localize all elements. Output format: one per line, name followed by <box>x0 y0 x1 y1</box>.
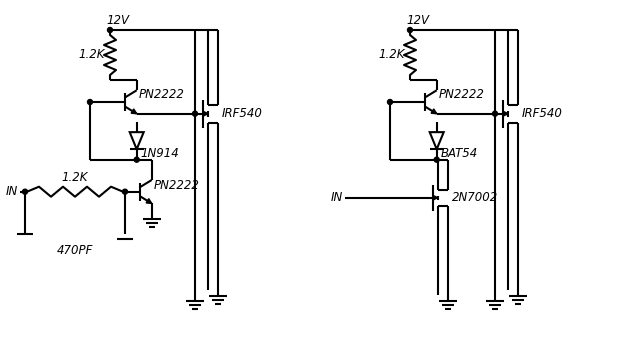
Text: IRF540: IRF540 <box>522 107 563 120</box>
Text: 12V: 12V <box>106 14 129 27</box>
Circle shape <box>122 189 127 194</box>
Circle shape <box>387 99 392 104</box>
Polygon shape <box>146 199 152 203</box>
Text: 1.2K: 1.2K <box>61 171 88 184</box>
Text: 1N914: 1N914 <box>141 147 179 160</box>
Text: 12V: 12V <box>406 14 429 27</box>
Circle shape <box>434 157 439 162</box>
Circle shape <box>22 189 28 194</box>
Polygon shape <box>131 109 137 114</box>
Polygon shape <box>433 195 438 200</box>
Circle shape <box>134 157 140 162</box>
Circle shape <box>88 99 93 104</box>
Text: PN2222: PN2222 <box>139 88 184 100</box>
Circle shape <box>408 27 413 32</box>
Polygon shape <box>503 111 508 116</box>
Text: IRF540: IRF540 <box>222 107 263 120</box>
Text: IN: IN <box>331 191 343 204</box>
Text: 2N7002: 2N7002 <box>452 191 498 204</box>
Text: 1.2K: 1.2K <box>378 48 405 62</box>
Polygon shape <box>431 109 436 114</box>
Text: BAT54: BAT54 <box>441 147 478 160</box>
Text: 470PF: 470PF <box>57 244 93 257</box>
Polygon shape <box>203 111 208 116</box>
Text: PN2222: PN2222 <box>154 179 200 192</box>
Circle shape <box>108 27 113 32</box>
Text: 1.2K: 1.2K <box>79 48 105 62</box>
Circle shape <box>193 111 198 116</box>
Text: PN2222: PN2222 <box>438 88 484 100</box>
Text: IN: IN <box>6 185 18 198</box>
Circle shape <box>493 111 497 116</box>
